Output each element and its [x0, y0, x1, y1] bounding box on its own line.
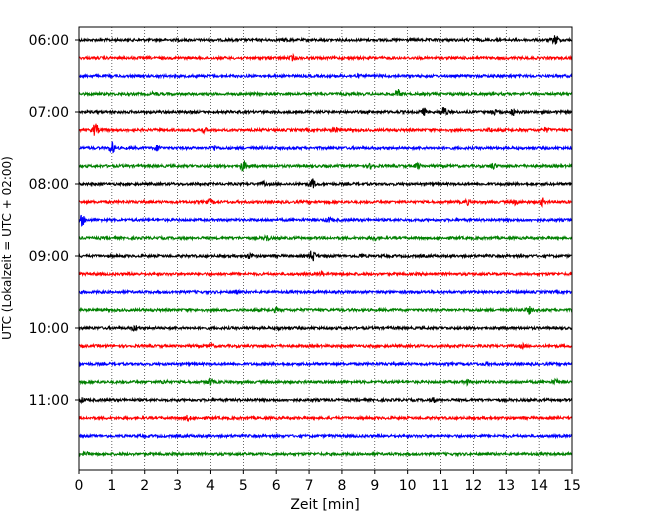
x-tick-label: 11 — [432, 478, 450, 494]
y-tick-label: 07:00 — [29, 105, 69, 121]
trace-line — [78, 450, 573, 458]
trace-line — [78, 89, 573, 98]
x-axis-label: Zeit [min] — [290, 497, 359, 513]
trace-line — [78, 197, 573, 209]
trace-line — [78, 72, 573, 80]
x-tick-label: 13 — [497, 478, 515, 494]
trace-line — [78, 377, 573, 387]
y-tick-label: 08:00 — [29, 177, 69, 193]
trace-line — [78, 396, 573, 405]
seismic-traces — [78, 35, 573, 458]
trace-line — [78, 305, 573, 315]
x-tick-label: 2 — [140, 478, 149, 494]
trace-line — [78, 324, 573, 332]
y-tick-label: 09:00 — [29, 249, 69, 265]
x-axis-ticks: 0 1 2 3 4 5 6 7 8 9 10 11 12 13 14 15 — [75, 470, 581, 494]
x-tick-label: 9 — [370, 478, 379, 494]
x-tick-label: 15 — [563, 478, 581, 494]
trace-line — [78, 107, 573, 117]
y-axis-ticks: 06:00 07:00 08:00 09:00 10:00 11:00 — [29, 33, 79, 409]
y-axis-label: UTC (Lokalzeit = UTC + 02:00) — [0, 156, 14, 340]
y-tick-label: 06:00 — [29, 33, 69, 49]
trace-line — [78, 269, 573, 278]
x-tick-label: 7 — [305, 478, 314, 494]
trace-line — [78, 214, 573, 227]
trace-line — [78, 160, 573, 172]
x-tick-label: 4 — [206, 478, 215, 494]
x-tick-label: 8 — [337, 478, 346, 494]
plot-background — [79, 27, 572, 470]
x-tick-label: 14 — [530, 478, 548, 494]
plot-frame — [78, 26, 573, 471]
trace-line — [78, 141, 573, 154]
trace-line — [78, 432, 573, 440]
trace-line — [78, 123, 573, 136]
x-tick-label: 3 — [173, 478, 182, 494]
trace-line — [78, 52, 573, 62]
y-tick-label: 10:00 — [29, 321, 69, 337]
trace-line — [78, 35, 573, 45]
grid-lines — [111, 27, 540, 470]
trace-line — [78, 233, 573, 242]
x-tick-label: 12 — [464, 478, 482, 494]
x-tick-label: 0 — [75, 478, 84, 494]
trace-line — [78, 414, 573, 423]
y-tick-label: 11:00 — [29, 393, 69, 409]
x-tick-label: 5 — [239, 478, 248, 494]
trace-line — [78, 360, 573, 368]
x-tick-label: 6 — [272, 478, 281, 494]
trace-line — [78, 288, 573, 296]
trace-line — [78, 341, 573, 351]
trace-line — [78, 178, 573, 189]
x-tick-label: 1 — [107, 478, 116, 494]
x-tick-label: 10 — [399, 478, 417, 494]
trace-line — [78, 250, 573, 262]
